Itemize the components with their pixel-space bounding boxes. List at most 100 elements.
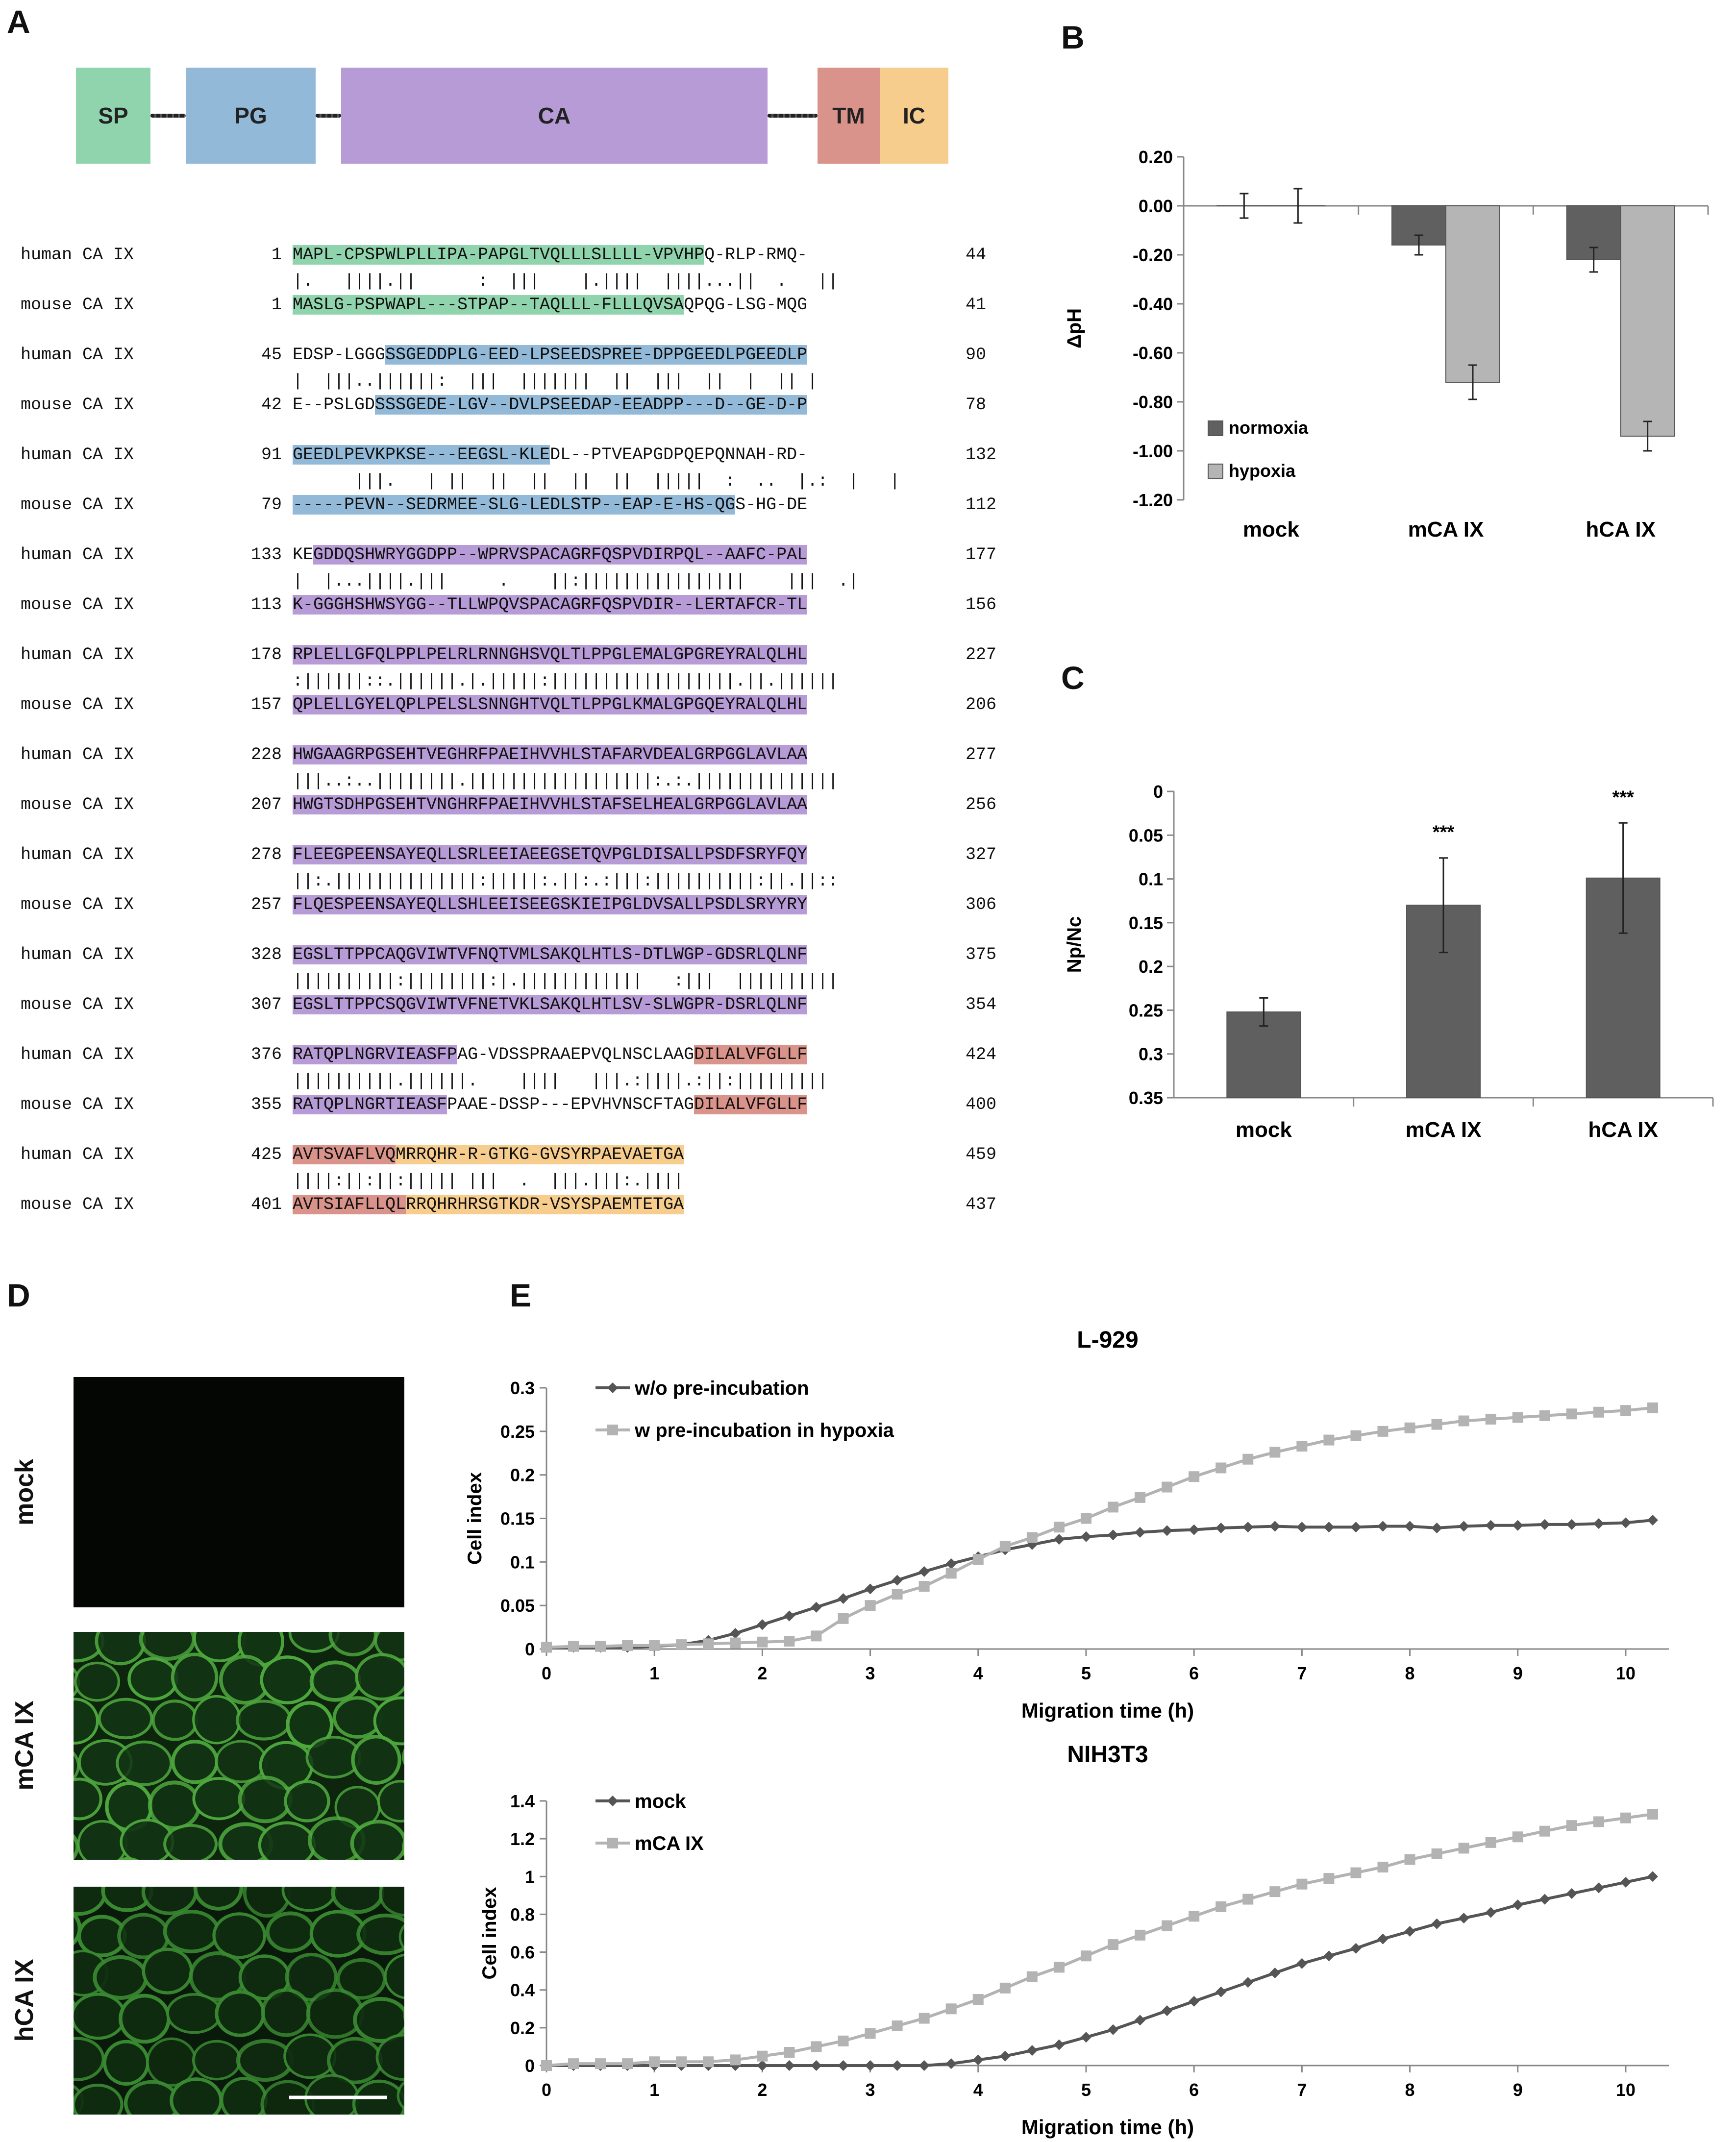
x-tick-label: 6	[1189, 2080, 1199, 2100]
sequence: RATQPLNGRVIEASFPAG-VDSSPRAAEPVQLNSCLAAGD…	[293, 1035, 808, 1074]
x-tick-label: 3	[866, 2080, 875, 2100]
sequence-segment: DL--PTVEAPGDPQEPQNNAH-RD-	[550, 445, 808, 465]
data-point	[999, 1541, 1011, 1552]
bar	[1620, 205, 1675, 437]
data-point	[1377, 1521, 1389, 1532]
seq-end: 327	[966, 845, 997, 864]
cell-outline	[192, 1777, 246, 1821]
seq-end: 424	[966, 1045, 997, 1064]
y-tick-label: 1	[525, 1867, 535, 1887]
sequence: FLQESPEENSAYEQLLSHLEEISEEGSKIEIPGLDVSALL…	[293, 885, 808, 924]
cell-outline	[331, 1887, 385, 1914]
match-line: |. ||||.|| : ||| |.|||| ||||...|| . ||	[293, 271, 839, 291]
legend-label: mCA IX	[635, 1833, 704, 1854]
linker-1	[150, 114, 186, 118]
cell-outline	[220, 2077, 268, 2115]
data-point	[1404, 1422, 1415, 1433]
sequence-segment: DILALVFGLLF	[694, 1045, 808, 1064]
sequence-segment: RRQHRHRSGTKDR-VSYSPAEMTETGA	[406, 1195, 684, 1214]
data-point	[1647, 1809, 1658, 1820]
data-point	[676, 1639, 687, 1650]
species-name: human CA IX	[21, 945, 134, 964]
seq-end: 112	[966, 495, 997, 515]
y-tick-label: -0.40	[1133, 294, 1173, 314]
data-point	[1162, 1920, 1173, 1931]
species-name: human CA IX	[21, 545, 134, 565]
data-point	[1458, 1913, 1469, 1924]
sequence: QPLELLGYELQPLPELSLSNNGHTVQLTLPPGLKMALGPG…	[293, 685, 808, 724]
panel-label-e: E	[510, 1277, 532, 1313]
sequence: AVTSVAFLVQMRRQHR-R-GTKG-GVSYRPAEVAETGA	[293, 1135, 684, 1174]
y-tick-label: 0.1	[510, 1552, 535, 1572]
cell-outline	[215, 1990, 266, 2037]
data-point	[1162, 2005, 1173, 2017]
legend-marker	[607, 1382, 618, 1393]
data-point	[649, 1640, 660, 1651]
data-point	[811, 2041, 822, 2052]
legend-label: mock	[635, 1791, 686, 1812]
chart-title: L-929	[1077, 1327, 1138, 1353]
seq-start: 157	[250, 695, 282, 714]
domain-tm: TM	[818, 68, 880, 164]
data-point	[1620, 1517, 1631, 1528]
data-point	[1135, 1929, 1146, 1941]
y-tick-label: 0.00	[1139, 196, 1173, 216]
sequence-segment: SSGEDDPLG-EED-LPSEEDSPREE-DPPGEEDLPGEEDL…	[385, 345, 808, 365]
seq-start: 91	[261, 445, 282, 465]
data-point	[1162, 1481, 1173, 1493]
data-point	[1512, 1831, 1523, 1843]
data-point	[1647, 1515, 1658, 1526]
x-tick-label: 0	[542, 1663, 551, 1683]
data-point	[1350, 1943, 1362, 1954]
data-point	[1053, 2039, 1065, 2050]
seq-start: 307	[250, 995, 282, 1014]
seq-start: 113	[250, 595, 282, 615]
data-point	[730, 1637, 741, 1649]
data-point	[1242, 1894, 1254, 1905]
cell-outline	[141, 1887, 198, 1916]
data-point	[541, 2060, 552, 2071]
sequence-segment: AVTSIAFLLQL	[293, 1195, 406, 1214]
seq-start: 178	[250, 645, 282, 665]
x-tick-label: 1	[649, 1663, 659, 1683]
y-tick-label: 1.2	[510, 1829, 535, 1849]
data-point	[999, 1982, 1011, 1994]
micro-label-hcaix: hCA IX	[10, 1959, 39, 2042]
seq-start: 1	[271, 295, 282, 315]
sequence-segment: SSSGEDE-LGV--DVLPSEEDAP-EEADPP---D--GE-D…	[375, 395, 808, 415]
data-point	[1269, 1968, 1281, 1978]
data-point	[918, 1566, 930, 1577]
x-tick-label: 10	[1616, 2080, 1636, 2100]
data-point	[1242, 1453, 1254, 1465]
x-tick-label: 9	[1513, 1663, 1523, 1683]
data-point	[649, 2056, 660, 2068]
data-point	[1350, 1867, 1362, 1878]
cell-outline	[74, 1661, 121, 1702]
legend-label: normoxia	[1229, 418, 1309, 438]
species-name: mouse CA IX	[21, 295, 134, 315]
cell-outline	[238, 1775, 293, 1823]
data-point	[1162, 1525, 1173, 1536]
data-point	[1108, 1502, 1119, 1513]
species-name: mouse CA IX	[21, 895, 134, 914]
y-tick-label: 0	[525, 1639, 535, 1659]
legend-swatch	[1208, 464, 1223, 479]
cell-outline	[212, 1912, 267, 1959]
species-name: human CA IX	[21, 745, 134, 764]
data-point	[1108, 1939, 1119, 1950]
x-tick-label: 5	[1081, 2080, 1091, 2100]
data-point	[1431, 1848, 1442, 1859]
data-point	[972, 2054, 984, 2066]
x-tick-label: 8	[1405, 1663, 1415, 1683]
data-point	[1512, 1412, 1523, 1423]
sequence: HWGAAGRPGSEHTVEGHRFPAEIHVVHLSTAFARVDEALG…	[293, 735, 808, 774]
data-point	[1135, 2015, 1146, 2026]
data-point	[1485, 1837, 1496, 1848]
x-tick-label: 10	[1616, 1663, 1636, 1683]
data-point	[1512, 1520, 1523, 1531]
sequence: MAPL-CPSPWLPLLIPA-PAPGLTVQLLLSLLLL-VPVHP…	[293, 235, 807, 274]
species-name: mouse CA IX	[21, 995, 134, 1014]
x-tick-label: 2	[757, 1663, 767, 1683]
x-tick-label: 0	[542, 2080, 551, 2100]
sequence-segment: QPQG-LSG-MQG	[684, 295, 808, 315]
